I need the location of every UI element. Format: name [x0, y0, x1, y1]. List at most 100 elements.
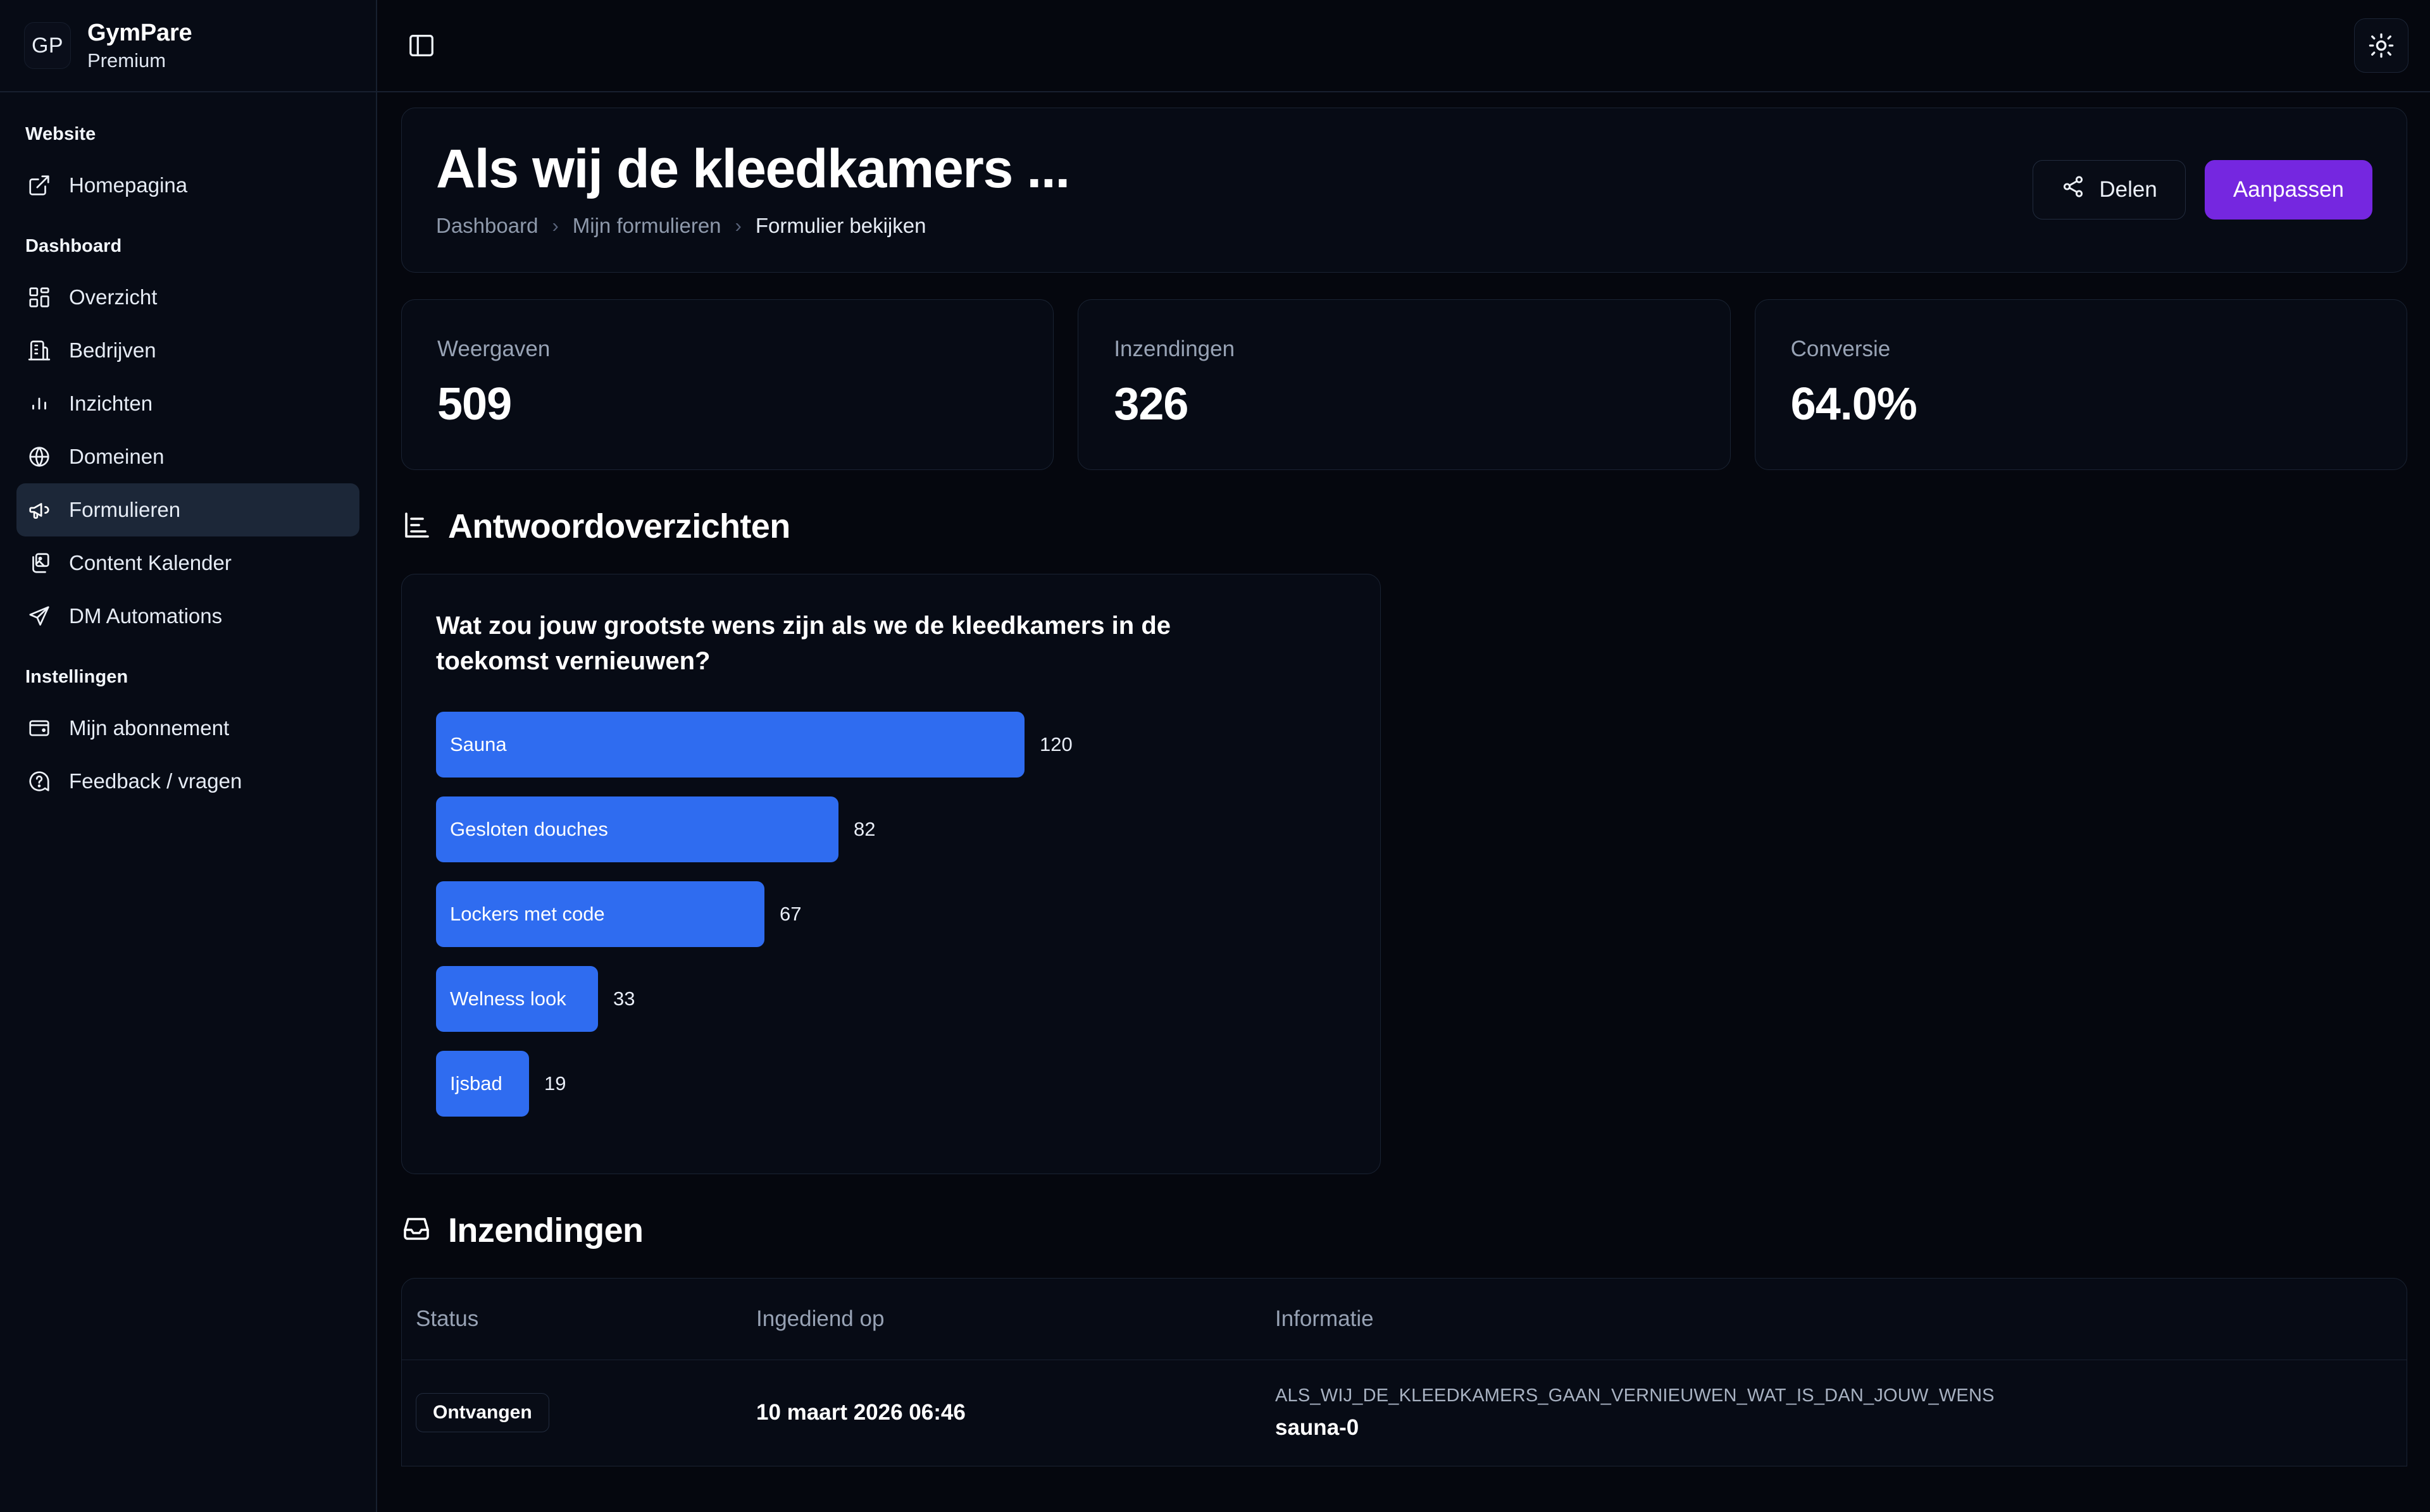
- help-circle-icon: [27, 769, 52, 794]
- bar: Welness look: [436, 965, 598, 1032]
- brand-text: GymPare Premium: [87, 20, 192, 72]
- sun-icon[interactable]: [2354, 18, 2408, 73]
- stat-card-conversie: Conversie 64.0%: [1754, 299, 2407, 471]
- share-button-label: Delen: [2099, 177, 2157, 202]
- breadcrumb: Dashboard › Mijn formulieren › Formulier…: [436, 214, 1069, 238]
- sidebar-item-feedback-vragen[interactable]: Feedback / vragen: [16, 755, 359, 808]
- cell-informatie: ALS_WIJ_DE_KLEEDKAMERS_GAAN_VERNIEUWEN_W…: [1275, 1360, 2407, 1466]
- info-key: ALS_WIJ_DE_KLEEDKAMERS_GAAN_VERNIEUWEN_W…: [1275, 1385, 1995, 1406]
- external-link-icon: [27, 173, 52, 198]
- breadcrumb-item-dashboard[interactable]: Dashboard: [436, 214, 539, 238]
- cell-submitted-at: 10 maart 2026 06:46: [756, 1360, 1275, 1466]
- bar: Gesloten douches: [436, 796, 838, 862]
- wallet-icon: [27, 716, 52, 741]
- page-content: Als wij de kleedkamers ... Dashboard › M…: [377, 92, 2430, 1512]
- bar: Ijsbad: [436, 1050, 529, 1117]
- sidebar-item-label: Content Kalender: [69, 551, 232, 574]
- breadcrumb-item-mijn-formulieren[interactable]: Mijn formulieren: [572, 214, 721, 238]
- bar-chart-row: Ijsbad 19: [436, 1050, 1346, 1117]
- cell-status: Ontvangen: [402, 1360, 756, 1466]
- submitted-at-value: 10 maart 2026 06:46: [756, 1400, 966, 1425]
- building-icon: [27, 338, 52, 363]
- bar: Sauna: [436, 711, 1025, 778]
- nav-group-instellingen: Instellingen Mijn abonnement: [16, 657, 359, 808]
- bar-value: 33: [613, 987, 635, 1010]
- sidebar-nav: Website Homepagina Dashboard: [0, 92, 376, 822]
- layout-grid-icon: [27, 285, 52, 310]
- sidebar-item-domeinen[interactable]: Domeinen: [16, 430, 359, 483]
- nav-group-dashboard: Dashboard Overzicht: [16, 226, 359, 643]
- sidebar-item-label: Homepagina: [69, 173, 188, 197]
- answer-chart-card: Wat zou jouw grootste wens zijn als we d…: [401, 574, 1381, 1174]
- page-header-actions: Delen Aanpassen: [2033, 159, 2372, 220]
- bar-label: Lockers met code: [450, 902, 605, 925]
- nav-group-label-website: Website: [25, 124, 96, 144]
- sidebar-item-mijn-abonnement[interactable]: Mijn abonnement: [16, 702, 359, 755]
- sidebar-item-homepagina[interactable]: Homepagina: [16, 159, 359, 212]
- sidebar-item-label: Feedback / vragen: [69, 769, 242, 793]
- main-area: Als wij de kleedkamers ... Dashboard › M…: [377, 0, 2430, 1512]
- sidebar-item-label: DM Automations: [69, 604, 223, 628]
- table-row[interactable]: Ontvangen 10 maart 2026 06:46 ALS_WIJ_DE_K…: [402, 1360, 2407, 1466]
- sidebar-item-dm-automations[interactable]: DM Automations: [16, 590, 359, 643]
- stat-value: 509: [437, 379, 512, 430]
- sidebar-item-label: Formulieren: [69, 498, 181, 521]
- stat-label: Inzendingen: [1114, 337, 1235, 362]
- panel-left-icon[interactable]: [401, 25, 442, 66]
- sidebar-item-bedrijven[interactable]: Bedrijven: [16, 324, 359, 377]
- bar-value: 120: [1040, 733, 1073, 755]
- info-value: sauna-0: [1275, 1415, 1359, 1440]
- nav-group-website: Website Homepagina: [16, 114, 359, 212]
- topbar: [377, 0, 2430, 92]
- sidebar-item-content-kalender[interactable]: Content Kalender: [16, 536, 359, 590]
- chevron-right-icon: ›: [552, 214, 559, 237]
- chart-list-icon: [401, 510, 432, 543]
- sidebar-item-inzichten[interactable]: Inzichten: [16, 377, 359, 430]
- globe-icon: [27, 444, 52, 469]
- stat-value: 326: [1114, 379, 1188, 430]
- brand-name: GymPare: [87, 19, 192, 46]
- bar-value: 19: [544, 1072, 566, 1094]
- column-header-submitted-at: Ingediend op: [756, 1278, 1275, 1360]
- table-body: Ontvangen 10 maart 2026 06:46 ALS_WIJ_DE_K…: [402, 1360, 2407, 1466]
- share-button[interactable]: Delen: [2033, 159, 2186, 220]
- stat-value: 64.0%: [1790, 379, 1917, 430]
- bar-chart: Sauna 120 Gesloten douches 82 Lockers met co…: [436, 711, 1346, 1117]
- sidebar: GP GymPare Premium Website Homepagina: [0, 0, 377, 1512]
- bar-label: Welness look: [450, 987, 566, 1010]
- page-title: Als wij de kleedkamers ...: [436, 139, 1070, 199]
- sidebar-item-label: Overzicht: [69, 285, 158, 309]
- brand-avatar: GP: [24, 22, 71, 69]
- sidebar-item-label: Domeinen: [69, 445, 165, 468]
- sidebar-item-label: Inzichten: [69, 392, 153, 415]
- sidebar-item-formulieren[interactable]: Formulieren: [16, 483, 359, 536]
- nav-group-label-instellingen: Instellingen: [25, 667, 128, 687]
- chart-question: Wat zou jouw grootste wens zijn als we d…: [436, 612, 1171, 675]
- stats-row: Weergaven 509 Inzendingen 326 Conversie …: [401, 299, 2407, 471]
- bar-chart-row: Sauna 120: [436, 711, 1346, 778]
- breadcrumb-item-current: Formulier bekijken: [755, 214, 926, 238]
- bar-chart-row: Welness look 33: [436, 965, 1346, 1032]
- sidebar-item-overzicht[interactable]: Overzicht: [16, 271, 359, 324]
- status-badge: Ontvangen: [416, 1393, 549, 1433]
- page-header-left: Als wij de kleedkamers ... Dashboard › M…: [436, 139, 1070, 238]
- megaphone-icon: [27, 497, 52, 523]
- share-icon: [2061, 175, 2085, 204]
- bar-chart-icon: [27, 391, 52, 416]
- bar-label: Gesloten douches: [450, 817, 608, 840]
- send-icon: [27, 604, 52, 629]
- table-head: Status Ingediend op Informatie: [402, 1278, 2407, 1360]
- bar-value: 67: [780, 902, 802, 925]
- edit-button[interactable]: Aanpassen: [2204, 159, 2372, 220]
- bar: Lockers met code: [436, 881, 764, 947]
- submissions-table: Status Ingediend op Informatie Ontvangen…: [401, 1277, 2407, 1466]
- column-header-status: Status: [402, 1278, 756, 1360]
- submissions-section-title: Inzendingen: [448, 1211, 644, 1249]
- table-header-row: Status Ingediend op Informatie: [402, 1278, 2407, 1360]
- page-header-card: Als wij de kleedkamers ... Dashboard › M…: [401, 108, 2407, 273]
- bar-label: Ijsbad: [450, 1072, 502, 1094]
- stat-label: Weergaven: [437, 337, 551, 362]
- brand-header[interactable]: GP GymPare Premium: [0, 0, 376, 92]
- nav-group-label-dashboard: Dashboard: [25, 236, 122, 256]
